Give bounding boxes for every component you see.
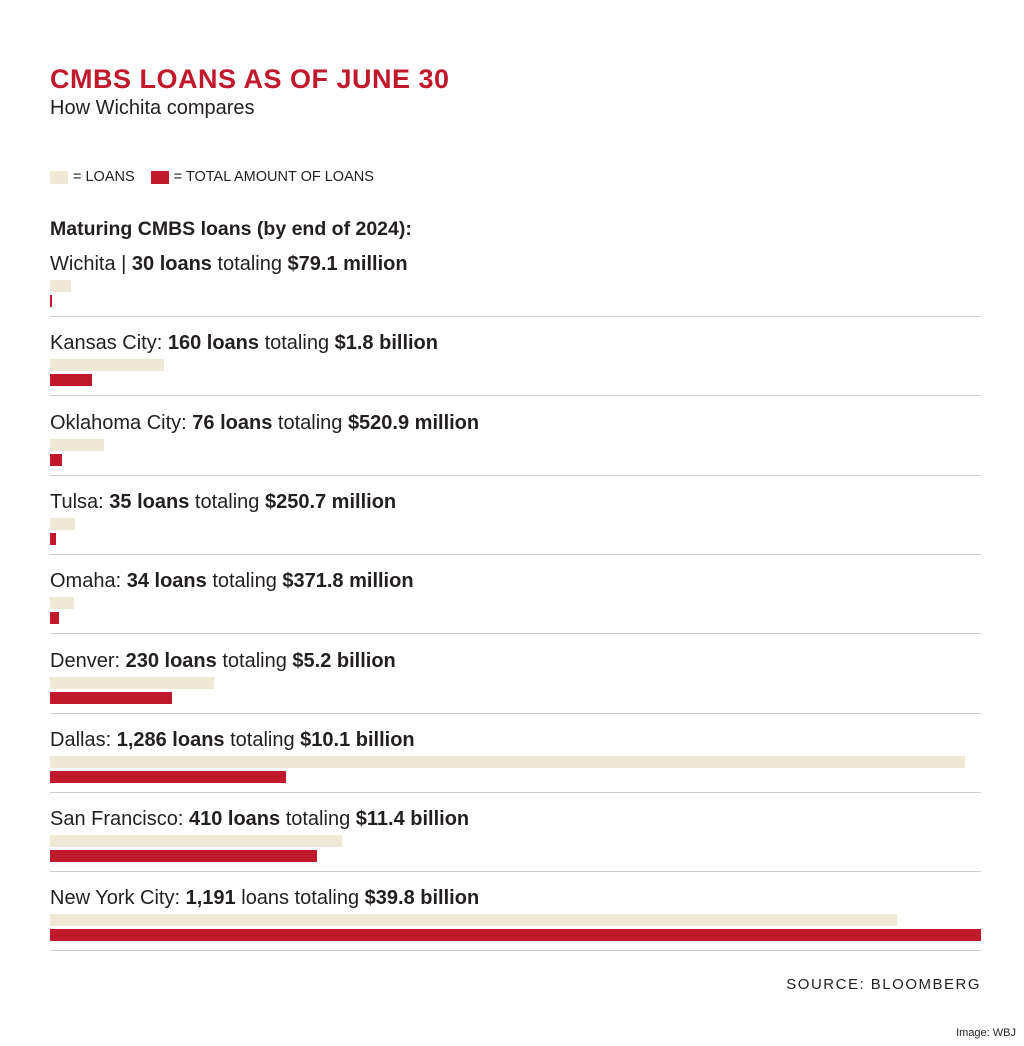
label-connector: totaling: [259, 332, 335, 355]
loan-count: 160 loans: [167, 332, 260, 355]
row-divider: [50, 474, 981, 476]
source-note: SOURCE: BLOOMBERG: [786, 976, 981, 993]
city-name: San Francisco: [50, 808, 178, 831]
bar-loans: [50, 835, 342, 848]
bar-total-amount: [50, 453, 63, 466]
label-separator: |: [115, 253, 132, 275]
label-connector: totaling: [272, 411, 348, 434]
loan-count: 1,286 loans: [116, 728, 225, 751]
row-divider: [50, 950, 981, 952]
legend-label-amount: = TOTAL AMOUNT OF LOANS: [173, 169, 374, 185]
loan-amount: $250.7 million: [264, 490, 397, 513]
bar-total-amount: [50, 929, 981, 942]
row-label: Dallas: 1,286 loans totaling $10.1 billi…: [50, 729, 415, 752]
row-label: Oklahoma City: 76 loans totaling $520.9 …: [50, 412, 479, 435]
loan-count: 1,191: [185, 887, 236, 910]
legend-label-loans: = LOANS: [73, 169, 135, 185]
legend-swatch-amount: [150, 170, 169, 184]
label-separator: :: [156, 332, 168, 355]
row-divider: [50, 712, 981, 714]
bar-total-amount: [50, 295, 52, 307]
legend-swatch-loans: [50, 170, 68, 184]
bar-loans: [50, 517, 75, 530]
bar-total-amount: [50, 612, 59, 625]
legend-item-loans: = LOANS: [50, 169, 135, 185]
bar-total-amount: [50, 374, 93, 387]
label-separator: :: [114, 649, 126, 672]
bar-loans: [50, 280, 72, 292]
bar-loans: [50, 676, 214, 689]
label-separator: :: [174, 887, 186, 910]
chart-title: CMBS LOANS AS OF JUNE 30: [50, 64, 450, 94]
loan-amount: $371.8 million: [282, 570, 414, 593]
label-connector: loans totaling: [235, 887, 365, 910]
row-label: Denver: 230 loans totaling $5.2 billion: [50, 650, 396, 673]
city-name: Dallas: [50, 728, 106, 751]
bar-total-amount: [50, 850, 317, 863]
label-separator: :: [177, 808, 189, 831]
city-name: Omaha: [50, 570, 116, 593]
label-connector: totaling: [189, 490, 265, 513]
row-divider: [50, 316, 981, 317]
loan-amount: $39.8 billion: [364, 887, 480, 910]
loan-count: 34 loans: [126, 570, 207, 593]
row-divider: [50, 553, 981, 555]
loan-amount: $11.4 billion: [355, 808, 470, 831]
bar-loans: [50, 755, 965, 768]
loan-amount: $10.1 billion: [300, 728, 415, 751]
loan-count: 35 loans: [109, 490, 190, 513]
label-connector: totaling: [224, 728, 301, 751]
row-divider: [50, 633, 981, 635]
row-label: Wichita | 30 loans totaling $79.1 millio…: [50, 253, 408, 276]
city-name: Tulsa: [50, 490, 99, 513]
city-name: Denver: [50, 649, 115, 672]
city-name: Kansas City: [50, 332, 157, 355]
bar-total-amount: [50, 691, 172, 704]
bar-total-amount: [50, 532, 56, 545]
section-heading: Maturing CMBS loans (by end of 2024):: [50, 218, 412, 240]
label-separator: :: [98, 490, 110, 513]
loan-amount: $5.2 billion: [292, 649, 396, 672]
row-label: Omaha: 34 loans totaling $371.8 million: [50, 570, 414, 593]
label-connector: totaling: [206, 570, 283, 593]
loan-amount: $520.9 million: [347, 411, 480, 434]
row-label: Tulsa: 35 loans totaling $250.7 million: [50, 491, 396, 514]
row-divider: [50, 791, 981, 793]
row-divider: [50, 871, 981, 873]
loan-count: 410 loans: [188, 808, 281, 831]
bar-loans: [50, 359, 164, 372]
bar-loans: [50, 597, 75, 610]
loan-count: 30 loans: [131, 253, 212, 275]
label-separator: :: [105, 728, 117, 751]
city-name: Oklahoma City: [50, 411, 182, 434]
bar-loans: [50, 914, 898, 927]
legend-item-amount: = TOTAL AMOUNT OF LOANS: [150, 169, 374, 185]
bar-total-amount: [50, 770, 287, 783]
row-label: New York City: 1,191 loans totaling $39.…: [50, 887, 479, 910]
label-separator: :: [115, 570, 127, 593]
row-divider: [50, 395, 981, 397]
city-name: New York City: [50, 887, 175, 910]
label-separator: :: [181, 411, 193, 434]
label-connector: totaling: [216, 649, 293, 672]
chart-subtitle: How Wichita compares: [50, 97, 255, 119]
label-connector: totaling: [280, 808, 356, 831]
loan-count: 76 loans: [192, 411, 273, 434]
loan-amount: $79.1 million: [287, 253, 408, 275]
city-name: Wichita: [50, 253, 116, 275]
image-credit: Image: WBJ: [956, 1027, 1016, 1039]
row-label: San Francisco: 410 loans totaling $11.4 …: [50, 808, 469, 831]
label-connector: totaling: [211, 253, 288, 275]
loan-count: 230 loans: [125, 649, 217, 672]
legend: = LOANS = TOTAL AMOUNT OF LOANS: [50, 168, 390, 186]
bar-loans: [50, 438, 105, 451]
loan-amount: $1.8 billion: [334, 332, 438, 355]
row-label: Kansas City: 160 loans totaling $1.8 bil…: [50, 332, 438, 355]
